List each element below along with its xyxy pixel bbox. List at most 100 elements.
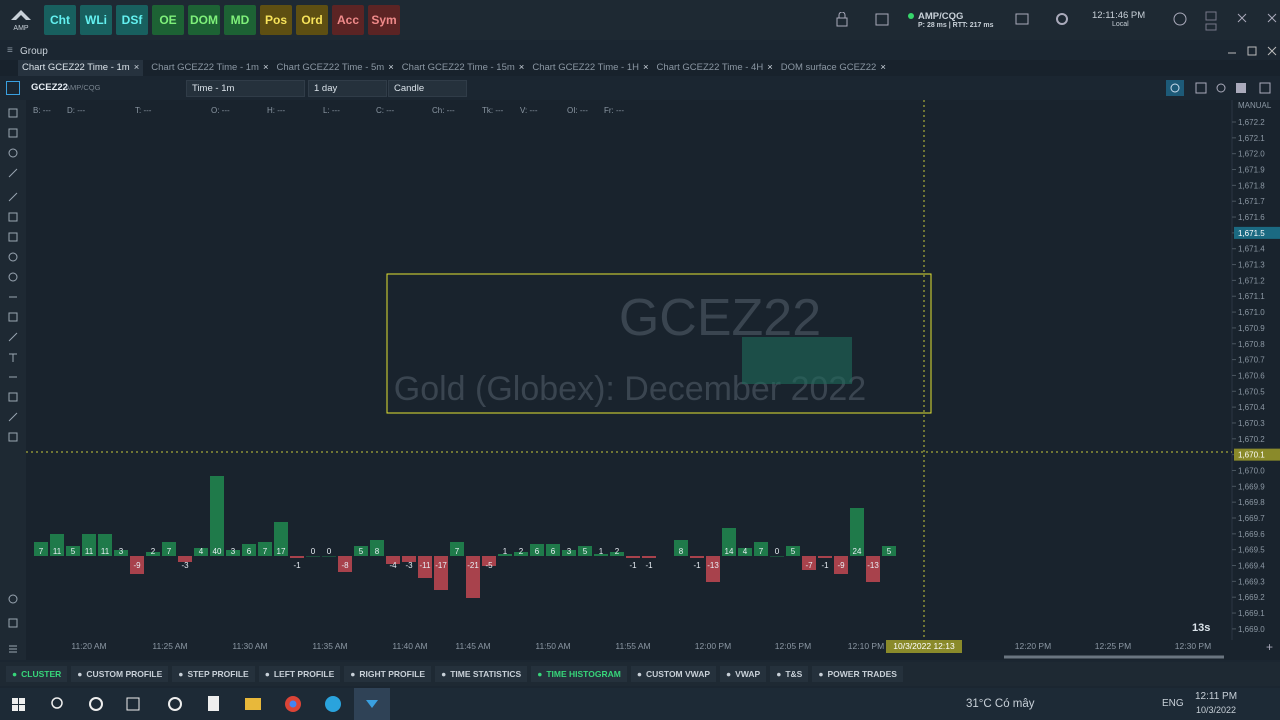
tab[interactable]: Chart GCEZ22 Time - 1m × <box>151 60 268 76</box>
delta-bar <box>690 556 704 558</box>
delta-label: 17 <box>277 547 286 556</box>
style-select[interactable]: Candle <box>388 80 467 97</box>
price-label: 1,671.6 <box>1238 213 1265 222</box>
indicator-label: LEFT PROFILE <box>273 669 335 679</box>
indicator-label: VWAP <box>735 669 761 679</box>
module-button[interactable]: DSf <box>116 5 148 35</box>
tab-close[interactable]: × <box>518 62 525 73</box>
delta-label: 1 <box>599 547 604 556</box>
indicator-dot: ● <box>264 669 270 679</box>
indicator-label: CUSTOM PROFILE <box>86 669 163 679</box>
price-label: 1,669.0 <box>1238 625 1265 634</box>
delta-label: 5 <box>887 547 892 556</box>
tab-close[interactable]: × <box>880 62 886 73</box>
delta-label: -1 <box>629 561 637 570</box>
module-button[interactable]: Pos <box>260 5 292 35</box>
info-field: T: --- <box>135 106 152 115</box>
delta-bar <box>258 542 272 556</box>
delta-label: 11 <box>101 547 110 556</box>
delta-bar <box>802 556 816 570</box>
time-label: 11:45 AM <box>455 641 490 651</box>
add-pane[interactable]: + <box>1266 640 1273 654</box>
time-label: 12:25 PM <box>1095 641 1131 651</box>
indicator-button[interactable]: ● LEFT PROFILE <box>258 666 341 682</box>
delta-label: 3 <box>567 547 572 556</box>
price-label: 1,669.4 <box>1238 562 1265 571</box>
indicator-button[interactable]: ● CUSTOM VWAP <box>630 666 717 682</box>
tab-close[interactable]: × <box>642 62 649 73</box>
module-button[interactable]: Sym <box>368 5 400 35</box>
delta-label: 5 <box>71 547 76 556</box>
indicator-button[interactable]: ● CLUSTER <box>6 666 68 682</box>
indicator-button[interactable]: ● STEP PROFILE <box>172 666 255 682</box>
module-button[interactable]: Ord <box>296 5 328 35</box>
price-label: 1,671.0 <box>1238 308 1265 317</box>
price-label: 1,671.3 <box>1238 261 1265 270</box>
indicator-button[interactable]: ● CUSTOM PROFILE <box>71 666 169 682</box>
indicator-button[interactable]: ● RIGHT PROFILE <box>344 666 432 682</box>
feed: AMP/CQG <box>65 83 101 92</box>
price-label: 1,671.1 <box>1238 292 1265 301</box>
tab-close[interactable]: × <box>262 62 269 73</box>
indicator-button[interactable]: ● TIME HISTOGRAM <box>531 666 627 682</box>
module-button[interactable]: Cht <box>44 5 76 35</box>
delta-label: -17 <box>435 561 447 570</box>
price-label: 1,672.0 <box>1238 150 1265 159</box>
tab[interactable]: Chart GCEZ22 Time - 1m × <box>18 60 144 76</box>
delta-label: 6 <box>535 547 540 556</box>
range-select[interactable]: 1 day <box>308 80 387 97</box>
tab-close[interactable]: × <box>388 62 394 73</box>
time-label: 11:50 AM <box>535 641 570 651</box>
tab[interactable]: Chart GCEZ22 Time - 1H × <box>532 60 648 76</box>
delta-bar <box>434 556 448 590</box>
delta-bar <box>226 550 240 556</box>
tab-menu <box>0 60 18 76</box>
delta-label: -5 <box>485 561 493 570</box>
chart-area: MANUAL GCEZ22 Gold (Globex): December 20… <box>0 100 1280 660</box>
panel-toggle[interactable] <box>6 81 20 95</box>
chart-toolbar: GCEZ22 AMP/CQG Time - 1m 1 day Candle <box>0 78 1280 98</box>
delta-bar <box>194 548 208 556</box>
tab[interactable]: DOM surface GCEZ22 × <box>781 60 886 76</box>
delta-label: -4 <box>389 561 397 570</box>
cursor-price-marker <box>1234 448 1280 461</box>
period-select[interactable]: Time - 1m <box>186 80 305 97</box>
indicator-button[interactable]: ● POWER TRADES <box>812 666 903 682</box>
delta-bar <box>386 556 400 564</box>
delta-bar <box>738 548 752 556</box>
tab-close[interactable]: × <box>133 62 140 73</box>
delta-bar <box>674 540 688 556</box>
price-label: 1,671.4 <box>1238 245 1265 254</box>
time-label: 11:30 AM <box>232 641 267 651</box>
delta-bar <box>130 556 144 574</box>
delta-bar <box>162 542 176 556</box>
info-field: C: --- <box>376 106 395 115</box>
tab[interactable]: Chart GCEZ22 Time - 5m × <box>277 60 394 76</box>
tab-close[interactable]: × <box>767 62 773 73</box>
indicator-button[interactable]: ● VWAP <box>720 666 767 682</box>
delta-bar <box>418 556 432 578</box>
zone-box <box>742 337 852 384</box>
module-button[interactable]: WLi <box>80 5 112 35</box>
tab[interactable]: Chart GCEZ22 Time - 15m × <box>402 60 525 76</box>
delta-bar <box>834 556 848 574</box>
price-label: 1,671.7 <box>1238 197 1265 206</box>
info-field: OI: --- <box>567 106 588 115</box>
price-label: 1,671.8 <box>1238 181 1265 190</box>
delta-bar <box>882 546 896 556</box>
price-label: 1,671.9 <box>1238 166 1265 175</box>
logo-icon <box>11 10 31 20</box>
cursor-time: 10/3/2022 12:13 <box>893 641 955 651</box>
module-button[interactable]: DOM <box>188 5 220 35</box>
indicator-button[interactable]: ● T&S <box>770 666 809 682</box>
delta-label: 7 <box>39 547 44 556</box>
indicator-dot: ● <box>537 669 543 679</box>
tab[interactable]: Chart GCEZ22 Time - 4H × <box>657 60 773 76</box>
last-price: 1,671.5 <box>1238 229 1265 238</box>
drawing-tools <box>0 100 26 660</box>
indicator-button[interactable]: ● TIME STATISTICS <box>435 666 528 682</box>
module-button[interactable]: OE <box>152 5 184 35</box>
delta-bar <box>866 556 880 582</box>
module-button[interactable]: Acc <box>332 5 364 35</box>
module-button[interactable]: MD <box>224 5 256 35</box>
